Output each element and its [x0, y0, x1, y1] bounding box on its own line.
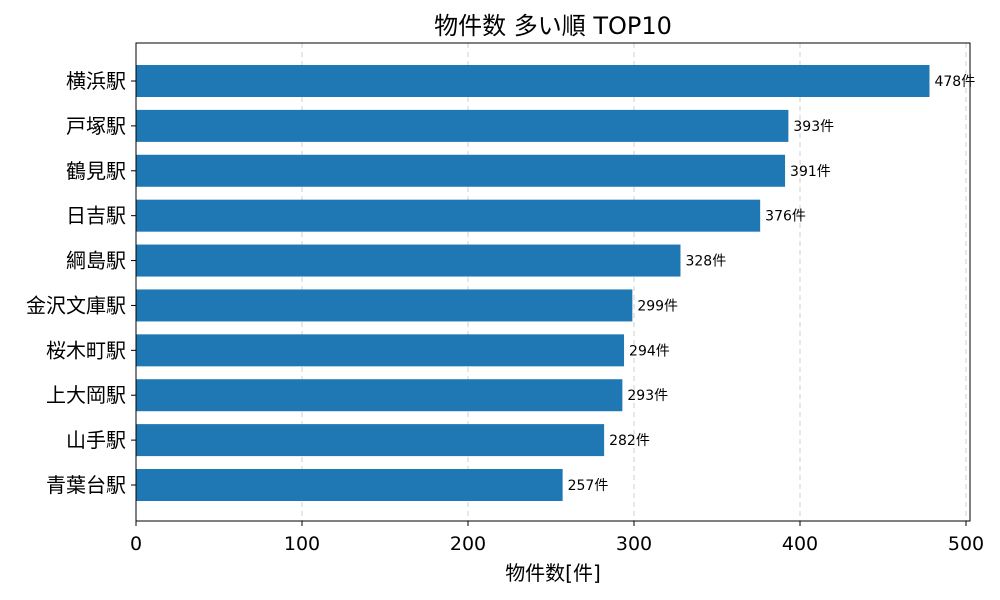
bar-value-label: 393件: [793, 119, 834, 135]
bar-3: [136, 199, 761, 232]
y-category-label: 桜木町駅: [46, 338, 126, 362]
y-category-label: 戸塚駅: [66, 114, 126, 138]
bar-value-label: 282件: [609, 433, 650, 449]
x-tick-label: 0: [130, 533, 142, 555]
x-tick-label: 500: [948, 533, 984, 555]
bar-5: [136, 289, 633, 322]
bar-value-label: 328件: [685, 254, 726, 270]
y-category-label: 日吉駅: [66, 204, 126, 228]
x-tick-label: 300: [616, 533, 652, 555]
x-axis-label: 物件数[件]: [505, 561, 601, 585]
y-category-label: 山手駅: [66, 428, 126, 452]
bar-value-label: 478件: [934, 74, 975, 90]
y-category-label: 横浜駅: [66, 69, 126, 93]
bar-value-label: 299件: [637, 298, 678, 314]
y-category-label: 金沢文庫駅: [26, 293, 126, 317]
y-category-label: 鶴見駅: [66, 159, 126, 183]
y-category-label: 綱島駅: [66, 249, 126, 273]
bar-value-label: 294件: [629, 343, 670, 359]
bar-value-label: 293件: [627, 388, 668, 404]
bar-2: [136, 154, 786, 187]
bar-1: [136, 109, 789, 142]
plot-frame: [135, 42, 971, 522]
bar-7: [136, 379, 623, 412]
y-category-label: 青葉台駅: [46, 473, 126, 497]
x-tick-label: 400: [782, 533, 818, 555]
bar-value-label: 391件: [790, 164, 831, 180]
bar-value-label: 257件: [568, 478, 609, 494]
bar-value-label: 376件: [765, 209, 806, 225]
chart-title: 物件数 多い順 TOP10: [434, 12, 672, 40]
bars: [136, 65, 930, 501]
bar-4: [136, 244, 681, 277]
x-tick-label: 100: [284, 533, 320, 555]
bar-8: [136, 424, 605, 457]
bar-9: [136, 469, 563, 501]
data-labels: 478件 393件 391件 376件 328件 299件 294件 293件 282件 257件: [568, 74, 976, 494]
bar-0: [136, 65, 930, 97]
bar-6: [136, 334, 625, 367]
y-category-label: 上大岡駅: [46, 383, 126, 407]
x-tick-label: 200: [450, 533, 486, 555]
x-axis-ticks: 0 100 200 300 400 500: [130, 521, 984, 555]
